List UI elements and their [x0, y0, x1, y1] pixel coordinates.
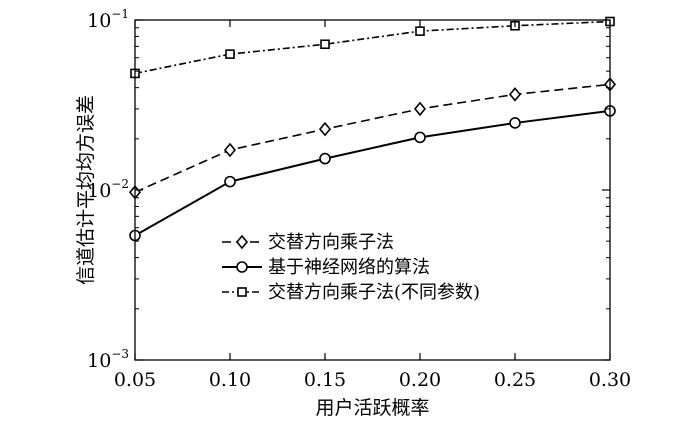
- data-point-series-3: [225, 49, 235, 59]
- x-tick-label: 0.30: [589, 369, 631, 391]
- legend-marker-1: [235, 234, 249, 250]
- x-tick-label: 0.05: [114, 369, 156, 391]
- data-point-series-3: [320, 39, 330, 50]
- data-point-series-1: [413, 101, 427, 117]
- series-line-1: [134, 83, 611, 193]
- x-tick-label: 0.10: [209, 369, 251, 391]
- axes: 0.05 0.10 0.15 0.20 0.25 0.30 10−1 10−2 10−3: [87, 7, 631, 391]
- data-point-series-2: [224, 175, 236, 188]
- legend-label-2: 基于神经网络的算法: [268, 257, 430, 278]
- x-tick-label: 0.20: [399, 369, 441, 391]
- legend-label-1: 交替方向乘子法: [268, 232, 394, 253]
- series-line-2: [134, 109, 611, 237]
- y-tick-label: 10−1: [87, 7, 129, 32]
- plot-area: [128, 16, 617, 242]
- legend-marker-2: [236, 261, 248, 273]
- y-axis-title: 信道估计平均均方误差: [75, 95, 97, 285]
- data-point-series-1: [223, 142, 237, 158]
- legend-marker-3: [237, 287, 247, 297]
- x-tick-label: 0.15: [304, 369, 346, 391]
- data-point-series-2: [414, 131, 426, 144]
- data-point-series-1: [318, 121, 332, 137]
- y-tick-label: 10−3: [87, 347, 129, 372]
- legend-label-3: 交替方向乘子法(不同参数): [268, 282, 480, 303]
- series-line-3: [134, 20, 611, 75]
- data-point-series-2: [319, 152, 331, 165]
- data-point-series-3: [415, 26, 425, 36]
- x-axis-title: 用户活跃概率: [315, 397, 429, 419]
- x-tick-label: 0.25: [494, 369, 536, 391]
- y-tick-label: 10−2: [87, 177, 129, 202]
- plot-frame: [134, 19, 611, 361]
- data-point-series-2: [509, 117, 521, 129]
- data-point-series-1: [508, 87, 522, 102]
